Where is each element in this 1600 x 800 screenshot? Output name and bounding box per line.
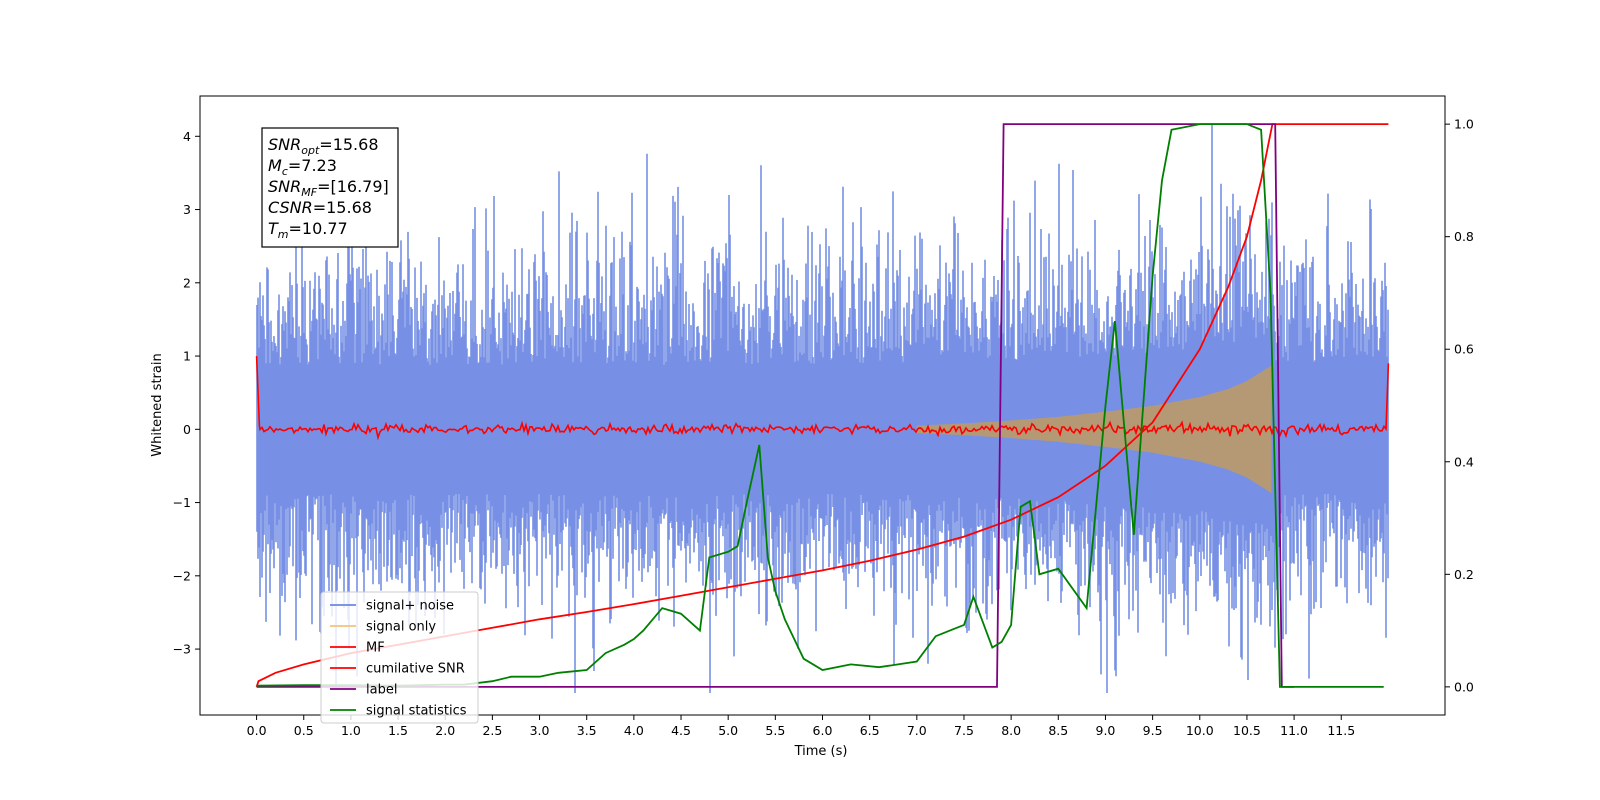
- x-tick-label: 10.0: [1186, 723, 1214, 738]
- x-tick-label: 4.5: [671, 723, 691, 738]
- x-tick-label: 2.5: [482, 723, 502, 738]
- x-tick-label: 5.0: [718, 723, 738, 738]
- y-tick-label: −2: [173, 568, 191, 583]
- series-signal-statistics-line: [256, 123, 1384, 688]
- annotation-subscript: opt: [301, 144, 320, 157]
- x-tick-label: 3.0: [530, 723, 550, 738]
- legend-entry: MF: [366, 641, 385, 656]
- legend-frame: [320, 591, 479, 724]
- legend-entry: label: [366, 683, 397, 698]
- x-tick-label: 8.0: [1001, 723, 1021, 738]
- annotation-symbol: CSNR: [268, 198, 313, 217]
- x-tick-label: 0.0: [247, 723, 267, 738]
- annotation-symbol: SNR: [268, 135, 301, 154]
- legend: signal+ noise signal only MF cumilative SNR…: [320, 591, 479, 724]
- x-tick-label: 4.0: [624, 723, 644, 738]
- x-tick-label: 10.5: [1233, 723, 1261, 738]
- annotation-value: =7.23: [288, 156, 337, 175]
- annotation-line: Mc=7.23: [268, 156, 337, 178]
- x-tick-label: 11.5: [1327, 723, 1355, 738]
- x-tick-label: 9.0: [1096, 723, 1116, 738]
- y-axis-right: 0.0 0.2 0.4 0.6 0.8 1.0: [1445, 117, 1474, 694]
- annotation-subscript: MF: [301, 186, 317, 199]
- x-tick-label: 2.0: [435, 723, 455, 738]
- y2-tick-label: 0.2: [1454, 567, 1474, 582]
- x-tick-label: 0.5: [294, 723, 314, 738]
- x-tick-label: 7.0: [907, 723, 927, 738]
- y2-tick-label: 0.6: [1454, 342, 1474, 357]
- x-tick-label: 3.5: [577, 723, 597, 738]
- x-tick-label: 11.0: [1280, 723, 1308, 738]
- x-axis: 0.0 0.5 1.0 1.5 2.0 2.5 3.0 3.5 4.0 4.5 5.0 5.5 6.0 6…: [247, 715, 1355, 738]
- x-tick-label: 8.5: [1048, 723, 1068, 738]
- y-axis-label: Whitened strain: [150, 353, 165, 456]
- legend-entry: cumilative SNR: [366, 662, 465, 677]
- annotation-subscript: c: [282, 165, 288, 178]
- y2-tick-label: 0.4: [1454, 454, 1474, 469]
- x-tick-label: 1.0: [341, 723, 361, 738]
- annotation-symbol: SNR: [268, 177, 301, 196]
- x-tick-label: 1.5: [388, 723, 408, 738]
- y2-tick-label: 0.0: [1454, 679, 1474, 694]
- y-tick-label: 3: [183, 202, 191, 217]
- annotation-line: SNRopt=15.68: [268, 135, 379, 157]
- plot-area: [255, 123, 1390, 693]
- x-tick-label: 9.5: [1143, 723, 1163, 738]
- annotation-value: =10.77: [289, 219, 348, 238]
- annotation-line: Tm=10.77: [268, 219, 348, 241]
- annotation-symbol: M: [268, 156, 282, 175]
- y2-tick-label: 0.8: [1454, 229, 1474, 244]
- x-tick-label: 6.5: [860, 723, 880, 738]
- legend-entry: signal statistics: [366, 704, 467, 719]
- annotation-frame: [261, 127, 399, 248]
- y-tick-label: 2: [183, 275, 191, 290]
- x-tick-label: 6.0: [813, 723, 833, 738]
- y-tick-label: 1: [183, 349, 191, 364]
- annotation-symbol: T: [268, 219, 279, 238]
- legend-entry: signal+ noise: [366, 599, 454, 614]
- y-tick-label: −1: [173, 495, 191, 510]
- annotation-subscript: m: [278, 228, 289, 241]
- y-tick-label: 0: [183, 422, 191, 437]
- y-axis-left: −3 −2 −1 0 1 2 3 4: [173, 129, 200, 657]
- y-tick-label: 4: [183, 129, 191, 144]
- annotation-value: =[16.79]: [317, 177, 389, 196]
- series-mf-line: [255, 356, 1390, 441]
- y2-tick-label: 1.0: [1454, 117, 1474, 132]
- annotation-value: =15.68: [313, 198, 372, 217]
- y-tick-label: −3: [173, 642, 191, 657]
- annotation-line: SNRMF=[16.79]: [268, 177, 389, 199]
- x-axis-label: Time (s): [794, 744, 848, 759]
- annotation-line: CSNR=15.68: [268, 198, 372, 217]
- x-tick-label: 5.5: [765, 723, 785, 738]
- legend-entry: signal only: [366, 620, 436, 635]
- annotation-box: SNRopt=15.68Mc=7.23SNRMF=[16.79]CSNR=15.…: [261, 127, 399, 248]
- annotation-value: =15.68: [319, 135, 378, 154]
- x-tick-label: 7.5: [954, 723, 974, 738]
